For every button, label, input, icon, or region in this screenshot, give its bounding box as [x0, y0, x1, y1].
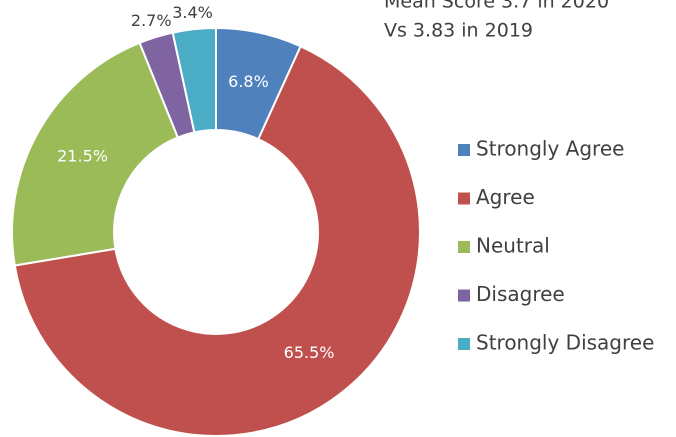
legend-label: Strongly Agree: [476, 137, 624, 161]
legend-swatch: [458, 289, 470, 302]
pie-slice: [171, 26, 217, 134]
legend-label: Strongly Disagree: [476, 331, 654, 355]
data-label: 6.8%: [228, 72, 269, 91]
legend-swatch: [458, 241, 470, 253]
data-label: 21.5%: [57, 147, 108, 166]
pie-slice: [13, 45, 421, 437]
legend-label: Disagree: [476, 282, 565, 306]
legend-swatch: [458, 192, 470, 205]
data-label: 3.4%: [172, 3, 213, 22]
legend-label: Neutral: [476, 234, 550, 258]
data-label: 65.5%: [284, 343, 335, 362]
legend-swatch: [458, 338, 470, 350]
annotation: Mean Score 3.7 in 2020: [384, 0, 609, 13]
annotation: Vs 3.83 in 2019: [384, 20, 533, 42]
legend-swatch: [458, 144, 470, 156]
pie-slice: [11, 41, 180, 267]
data-label: 2.7%: [131, 11, 172, 30]
legend-label: Agree: [476, 185, 535, 209]
